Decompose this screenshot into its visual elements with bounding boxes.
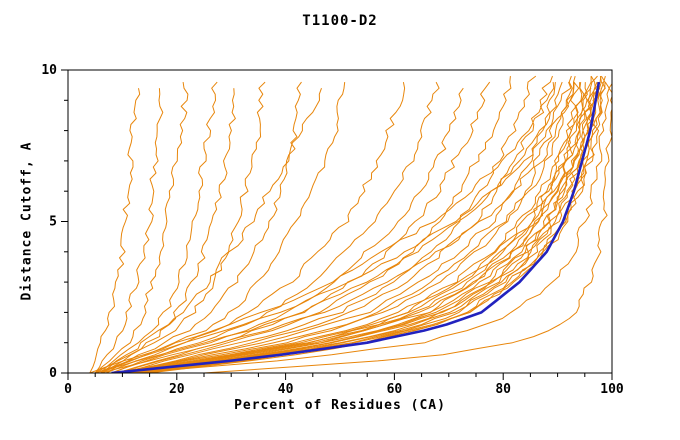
- model-curve: [127, 75, 598, 373]
- x-tick-label: 80: [495, 382, 511, 397]
- model-curve: [89, 88, 141, 373]
- model-curve: [95, 81, 572, 373]
- model-curve: [111, 87, 464, 373]
- x-tick-label: 0: [64, 382, 72, 397]
- x-tick-label: 100: [600, 382, 624, 397]
- model-curve: [127, 87, 592, 373]
- model-curve: [100, 88, 322, 373]
- model-curve: [100, 82, 575, 373]
- model-curve: [116, 76, 512, 373]
- model-curve: [94, 88, 164, 373]
- model-curve: [116, 75, 576, 373]
- x-tick-label: 20: [169, 382, 185, 397]
- y-tick-label: 10: [41, 63, 57, 78]
- model-curve: [111, 81, 580, 373]
- model-curve: [122, 75, 537, 373]
- model-curve: [100, 81, 266, 373]
- model-curve: [105, 81, 302, 373]
- model-curve: [116, 81, 491, 373]
- model-curve: [100, 81, 218, 373]
- highlighted-model-curve: [111, 81, 601, 373]
- x-tick-label: 40: [278, 382, 294, 397]
- model-curve: [95, 81, 563, 373]
- model-curve: [138, 76, 602, 373]
- model-curves-group: [89, 75, 612, 373]
- model-curve: [127, 82, 556, 373]
- model-curve: [133, 76, 602, 373]
- model-curve: [100, 82, 346, 373]
- model-curve: [133, 81, 610, 373]
- model-curve: [111, 81, 440, 373]
- x-axis-label: Percent of Residues (CA): [234, 398, 446, 413]
- model-curve: [144, 81, 606, 373]
- model-curve: [116, 82, 583, 373]
- model-curve: [94, 88, 236, 373]
- x-tick-label: 60: [387, 382, 403, 397]
- y-tick-label: 5: [49, 215, 57, 230]
- model-curve: [133, 81, 598, 373]
- model-curve: [111, 75, 573, 373]
- model-curve: [94, 82, 189, 373]
- chart-title: T1100-D2: [302, 13, 378, 29]
- model-curve: [122, 82, 585, 373]
- model-curve: [89, 82, 555, 373]
- model-curve: [203, 82, 612, 373]
- y-tick-label: 0: [49, 366, 57, 381]
